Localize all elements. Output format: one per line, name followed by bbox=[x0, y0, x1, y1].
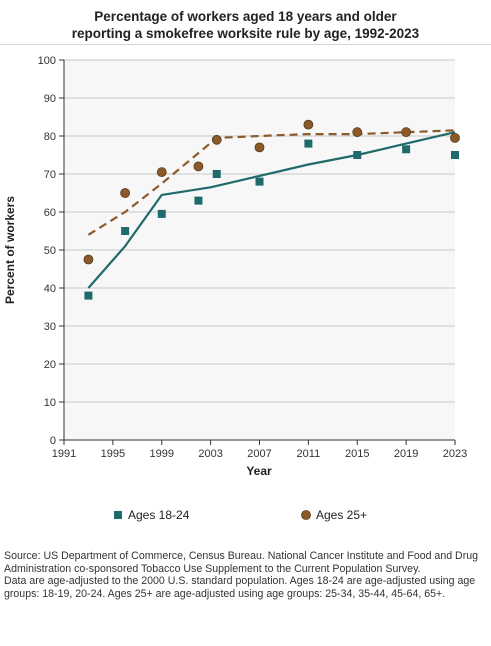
y-tick-label-30: 30 bbox=[44, 321, 56, 333]
footnote: Source: US Department of Commerce, Censu… bbox=[4, 550, 488, 600]
data-point-ages-25-plus-8 bbox=[401, 127, 412, 138]
x-tick-label-2007: 2007 bbox=[247, 448, 271, 460]
x-tick-label-2011: 2011 bbox=[297, 448, 321, 460]
data-point-ages-25-plus-6 bbox=[303, 119, 314, 130]
data-point-ages-18-24-9 bbox=[451, 151, 459, 159]
x-tick-label-2023: 2023 bbox=[443, 448, 467, 460]
y-tick-label-70: 70 bbox=[44, 169, 56, 181]
footnote-source: Source: US Department of Commerce, Censu… bbox=[4, 550, 479, 575]
title-divider bbox=[0, 44, 491, 45]
data-point-ages-18-24-2 bbox=[157, 209, 166, 218]
y-tick-label-20: 20 bbox=[44, 359, 56, 371]
y-axis-label: Percent of workers bbox=[3, 196, 17, 304]
data-point-ages-25-plus-4 bbox=[211, 134, 222, 145]
data-point-ages-18-24-0 bbox=[84, 291, 93, 300]
x-tick-label-2003: 2003 bbox=[198, 448, 222, 460]
chart-title: Percentage of workers aged 18 years and … bbox=[0, 8, 491, 42]
data-point-ages-25-plus-3 bbox=[193, 161, 204, 172]
y-tick-label-100: 100 bbox=[38, 55, 56, 67]
chart-title-line-2: reporting a smokefree worksite rule by a… bbox=[71, 26, 420, 41]
data-point-ages-25-plus-1 bbox=[120, 188, 130, 198]
legend-label-ages-25-plus: Ages 25+ bbox=[316, 508, 367, 522]
y-tick-label-80: 80 bbox=[44, 131, 56, 143]
trend-line-ages-18-24 bbox=[87, 131, 456, 289]
data-point-ages-18-24-7 bbox=[353, 151, 362, 159]
trend-line-ages-25-plus bbox=[87, 129, 456, 236]
y-tick-label-0: 0 bbox=[50, 435, 56, 447]
data-point-ages-25-plus-9 bbox=[450, 132, 460, 143]
chart-area: 0 10 20 30 40 50 60 70 80 90 100 1991 1995 1999 2003 20… bbox=[3, 55, 467, 522]
data-point-ages-25-plus-5 bbox=[254, 142, 265, 153]
legend-marker-ages-25-plus bbox=[301, 510, 311, 520]
y-tick-label-10: 10 bbox=[44, 397, 56, 409]
y-tick-label-60: 60 bbox=[44, 207, 56, 219]
data-point-ages-25-plus-2 bbox=[156, 167, 167, 178]
legend-label-ages-18-24: Ages 18-24 bbox=[128, 508, 190, 522]
y-tick-label-40: 40 bbox=[44, 283, 56, 295]
data-point-ages-18-24-4 bbox=[212, 170, 221, 178]
x-tick-label-1999: 1999 bbox=[150, 448, 174, 460]
data-point-ages-25-plus-7 bbox=[352, 127, 363, 138]
x-tick-label-1991: 1991 bbox=[52, 448, 76, 460]
y-tick-label-50: 50 bbox=[44, 245, 56, 257]
legend-item-ages-18-24: Ages 18-24 bbox=[114, 508, 190, 522]
legend-item-ages-25-plus: Ages 25+ bbox=[301, 508, 367, 522]
data-point-ages-18-24-3 bbox=[194, 196, 203, 205]
data-point-ages-25-plus-0 bbox=[83, 254, 94, 265]
data-point-ages-18-24-8 bbox=[402, 145, 411, 154]
x-tick-label-2015: 2015 bbox=[345, 448, 369, 460]
x-tick-label-2019: 2019 bbox=[394, 448, 418, 460]
data-point-ages-18-24-6 bbox=[304, 139, 313, 148]
x-axis-label: Year bbox=[246, 464, 272, 478]
data-point-ages-18-24-5 bbox=[255, 177, 264, 186]
legend-marker-ages-18-24 bbox=[114, 511, 122, 519]
footnote-age-adjustment: Data are age-adjusted to the 2000 U.S. s… bbox=[4, 575, 476, 600]
y-tick-label-90: 90 bbox=[44, 93, 56, 105]
data-point-ages-18-24-1 bbox=[121, 227, 130, 235]
x-tick-label-1995: 1995 bbox=[101, 448, 125, 460]
chart-title-line-1: Percentage of workers aged 18 years and … bbox=[94, 9, 397, 24]
